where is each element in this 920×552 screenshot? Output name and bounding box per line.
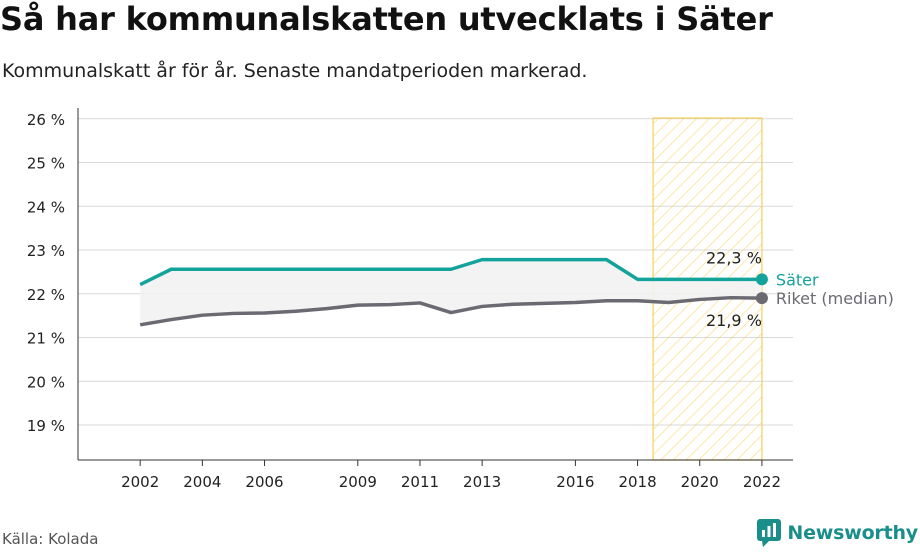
x-tick-label: 2006 — [245, 473, 283, 491]
x-tick-label: 2022 — [743, 473, 781, 491]
series-end-value-label: 22,3 % — [706, 248, 762, 267]
series-name-label: Säter — [776, 270, 819, 289]
y-tick-label: 25 % — [27, 155, 65, 173]
brand-logo: Newsworthy — [757, 519, 918, 547]
x-tick-label: 2013 — [463, 473, 501, 491]
x-tick-label: 2002 — [121, 473, 159, 491]
x-tick-label: 2018 — [618, 473, 656, 491]
brand-name: Newsworthy — [787, 522, 918, 544]
x-tick-label: 2016 — [556, 473, 594, 491]
y-tick-label: 19 % — [27, 417, 65, 435]
series-name-label: Riket (median) — [776, 289, 894, 308]
x-tick-label: 2009 — [339, 473, 377, 491]
series-line-sater — [139, 257, 762, 287]
x-tick-label: 2004 — [183, 473, 221, 491]
x-tick-label: 2011 — [401, 473, 439, 491]
y-tick-label: 22 % — [27, 286, 65, 304]
y-tick-label: 20 % — [27, 373, 65, 391]
series-end-value-label: 21,9 % — [706, 311, 762, 330]
source-note: Källa: Kolada — [2, 530, 99, 548]
y-tick-label: 24 % — [27, 198, 65, 216]
series-end-point — [755, 273, 768, 286]
bar-chart-speech-icon — [757, 519, 782, 547]
x-tick-label: 2020 — [681, 473, 719, 491]
y-tick-label: 26 % — [27, 111, 65, 129]
series-gap-band — [140, 259, 762, 325]
series-end-point — [755, 292, 768, 305]
chart-subtitle: Kommunalskatt år för år. Senaste mandatp… — [2, 60, 588, 82]
y-tick-label: 21 % — [27, 330, 65, 348]
series-line-riket — [139, 295, 762, 327]
y-tick-label: 23 % — [27, 242, 65, 260]
chart-title: Så har kommunalskatten utvecklats i Säte… — [0, 0, 773, 38]
